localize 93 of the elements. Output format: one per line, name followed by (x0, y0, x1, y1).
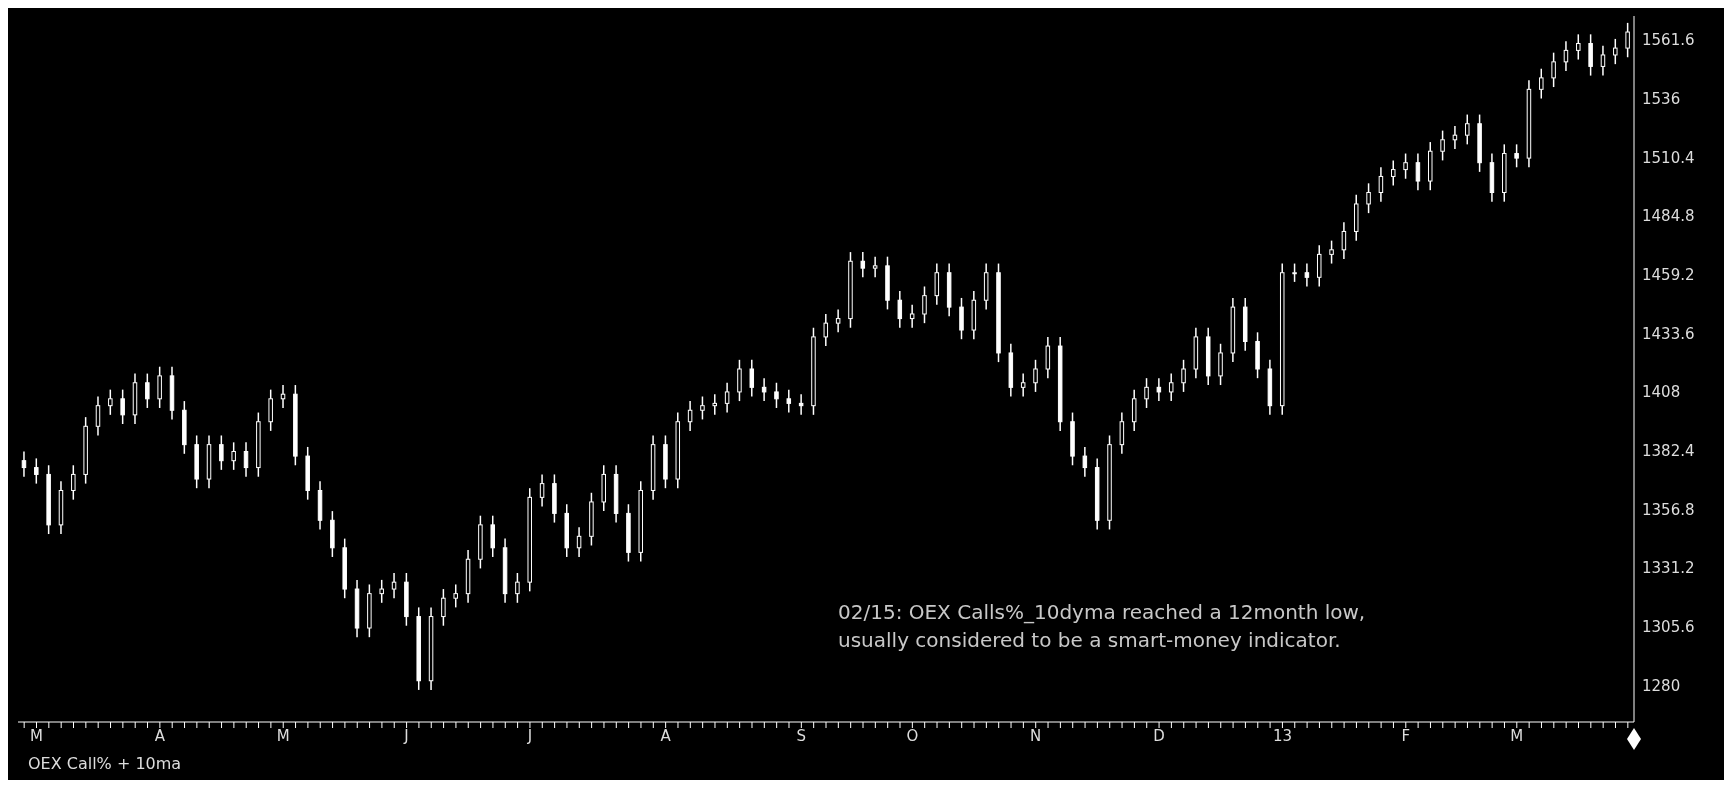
candlestick (860, 251, 866, 279)
candlestick (71, 464, 76, 501)
y-tick-label: 1433.6 (1642, 324, 1695, 343)
x-tick-label: F (1401, 726, 1411, 745)
x-tick-label: M (1510, 726, 1524, 745)
y-tick-label: 1536 (1642, 89, 1681, 108)
candlestick (1625, 22, 1630, 59)
candlestick (145, 372, 150, 409)
candlestick (391, 572, 397, 599)
candlestick (1292, 262, 1297, 283)
candlestick (909, 304, 915, 329)
candlestick (34, 457, 39, 485)
y-tick-label: 1280 (1642, 676, 1681, 695)
candlestick (1539, 67, 1544, 100)
x-tick-label: A (660, 726, 672, 745)
annotation: 02/15: OEX Calls%_10dyma reached a 12month low, usually considered to be a smart-money indicator. (838, 599, 1366, 654)
candlestick (1415, 152, 1421, 191)
candlestick (798, 393, 804, 416)
candlestick (1316, 244, 1322, 288)
y-tick-label: 1459.2 (1642, 265, 1695, 284)
x-tick-label: J (403, 726, 409, 745)
y-tick-label: 1305.6 (1642, 617, 1695, 636)
candlestick (1551, 51, 1556, 88)
candlestick (761, 377, 767, 402)
y-tick-label: 1382.4 (1642, 441, 1695, 460)
candlestick (21, 450, 27, 478)
candlestick (1144, 377, 1149, 409)
candlestick (1156, 377, 1162, 402)
candlestick (1131, 388, 1137, 432)
candlestick (95, 395, 101, 437)
candlestick (1033, 359, 1038, 393)
y-tick-label: 1408 (1642, 383, 1681, 402)
candlestick (959, 297, 964, 340)
candlestick (1082, 446, 1088, 478)
candlestick (1329, 239, 1334, 265)
x-tick-label: 13 (1272, 726, 1292, 745)
candlestick (490, 514, 495, 558)
x-tick-label: S (796, 726, 807, 745)
candlestick (749, 359, 755, 398)
x-tick-label: M (30, 726, 43, 745)
candlestick (823, 313, 829, 347)
x-tick-label: J (526, 726, 533, 745)
x-tick-label: O (906, 726, 919, 745)
candlestick (1403, 152, 1408, 180)
candlestick (231, 441, 236, 471)
candlestick (108, 388, 113, 416)
candlestick (1576, 33, 1581, 61)
y-tick-label: 1331.2 (1642, 559, 1695, 578)
y-tick-label: 1484.8 (1642, 207, 1695, 226)
candlestick (1168, 372, 1174, 402)
candlestick (1440, 129, 1445, 162)
candlestick (219, 434, 224, 471)
candlestick (539, 473, 545, 508)
candlestick (1020, 372, 1026, 398)
text: OEX Call% + 10ma (28, 754, 182, 773)
candlestick (700, 395, 705, 421)
candlestick (897, 290, 903, 329)
y-tick-label: 1356.8 (1642, 500, 1695, 519)
candlestick (1304, 262, 1310, 288)
candlestick (1045, 336, 1051, 379)
x-tick-label: M (276, 726, 290, 745)
y-tick-label: 1510.4 (1642, 148, 1695, 167)
candlestick (774, 382, 779, 409)
candlestick (1588, 33, 1593, 77)
candlestick (379, 579, 384, 604)
candlestick (1119, 411, 1125, 455)
candlestick (872, 255, 878, 279)
candlestick (1465, 113, 1470, 146)
candlestick (1600, 45, 1606, 77)
candlestick (835, 308, 841, 334)
candlestick (1391, 159, 1396, 187)
candlestick (441, 588, 446, 627)
candlestick (1613, 38, 1618, 65)
candlestick (724, 382, 730, 414)
x-tick-label: A (154, 726, 166, 745)
candlestick (712, 393, 718, 416)
candlestick (268, 388, 273, 432)
candlestick (786, 388, 792, 414)
candlestick (922, 285, 927, 324)
x-tick-label: N (1030, 726, 1042, 745)
x-tick-label: D (1153, 726, 1165, 745)
candlestick (120, 388, 125, 425)
candlestick (1181, 359, 1186, 393)
candlestick (515, 572, 520, 604)
candlestick (157, 365, 162, 409)
candlestick (1218, 343, 1223, 386)
candlestick (1366, 182, 1371, 214)
candlestick (737, 359, 742, 402)
candlestick (1514, 143, 1519, 169)
candlestick (934, 262, 940, 306)
candlestick (687, 400, 693, 432)
y-tick-label: 1561.6 (1642, 31, 1695, 50)
candlestick (453, 583, 458, 609)
